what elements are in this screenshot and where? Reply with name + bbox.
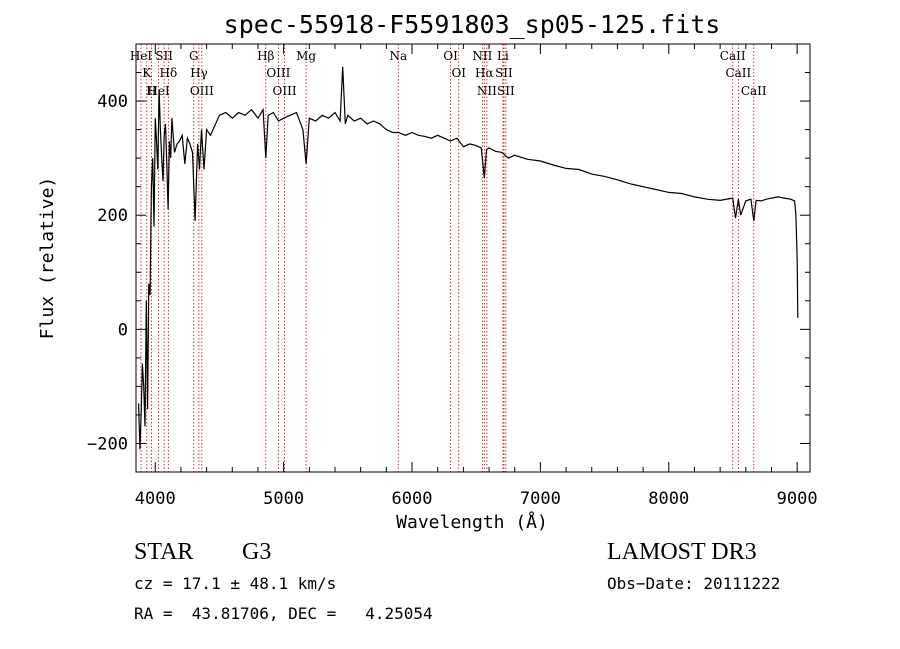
line-label: SII bbox=[155, 49, 173, 63]
line-label: HeI bbox=[130, 49, 153, 63]
y-tick-label: −200 bbox=[87, 434, 128, 454]
observation-date: Obs−Date: 20111222 bbox=[607, 574, 780, 593]
axis-ticks bbox=[136, 43, 810, 473]
x-tick-label: 4000 bbox=[135, 489, 176, 509]
line-label: NII bbox=[477, 84, 497, 98]
line-label: G bbox=[189, 49, 199, 63]
line-label: Mg bbox=[296, 49, 316, 63]
x-tick-label: 6000 bbox=[392, 489, 433, 509]
line-label: OI bbox=[451, 66, 466, 80]
x-tick-label: 9000 bbox=[777, 489, 818, 509]
y-tick-label: 0 bbox=[118, 320, 128, 340]
line-label: NII bbox=[472, 49, 492, 63]
object-subclass: G3 bbox=[242, 539, 271, 565]
line-label: Hδ bbox=[160, 66, 178, 80]
plot-frame bbox=[135, 43, 811, 473]
y-tick-label: 200 bbox=[97, 206, 128, 226]
line-label: CaII bbox=[720, 49, 746, 63]
x-tick-label: 8000 bbox=[648, 489, 689, 509]
y-tick-label: 400 bbox=[97, 92, 128, 112]
velocity-readout: cz = 17.1 ± 48.1 km/s bbox=[134, 574, 336, 593]
line-label: OIII bbox=[266, 66, 290, 80]
line-label: Li bbox=[497, 49, 509, 63]
spectrum-line bbox=[138, 66, 799, 450]
line-label: Na bbox=[389, 49, 407, 63]
chart-title: spec-55918-F5591803_sp05-125.fits bbox=[224, 10, 721, 39]
line-label: Hβ bbox=[257, 49, 274, 63]
line-label: H bbox=[146, 84, 156, 98]
x-tick-label: 7000 bbox=[520, 489, 561, 509]
x-tick-labels: 4000 5000 6000 7000 8000 9000 bbox=[135, 489, 818, 509]
line-label: OIII bbox=[273, 84, 297, 98]
x-tick-label: 5000 bbox=[263, 489, 304, 509]
line-label: OI bbox=[443, 49, 458, 63]
line-label: SII bbox=[497, 84, 515, 98]
survey-name: LAMOST DR3 bbox=[607, 539, 757, 565]
emission-line-markers bbox=[140, 44, 755, 472]
line-label: K bbox=[142, 66, 152, 80]
line-label: OIII bbox=[190, 84, 214, 98]
y-tick-labels: −200 0 200 400 bbox=[87, 92, 128, 454]
line-label: SII bbox=[495, 66, 513, 80]
x-axis-label: Wavelength (Å) bbox=[396, 511, 548, 533]
line-label: Hα bbox=[475, 66, 494, 80]
coordinates-readout: RA = 43.81706, DEC = 4.25054 bbox=[134, 604, 433, 623]
y-axis-label: Flux (relative) bbox=[37, 177, 58, 340]
line-label: CaII bbox=[725, 66, 751, 80]
object-class: STAR bbox=[134, 539, 193, 565]
line-label: CaII bbox=[741, 84, 767, 98]
line-label: Hγ bbox=[190, 66, 208, 80]
